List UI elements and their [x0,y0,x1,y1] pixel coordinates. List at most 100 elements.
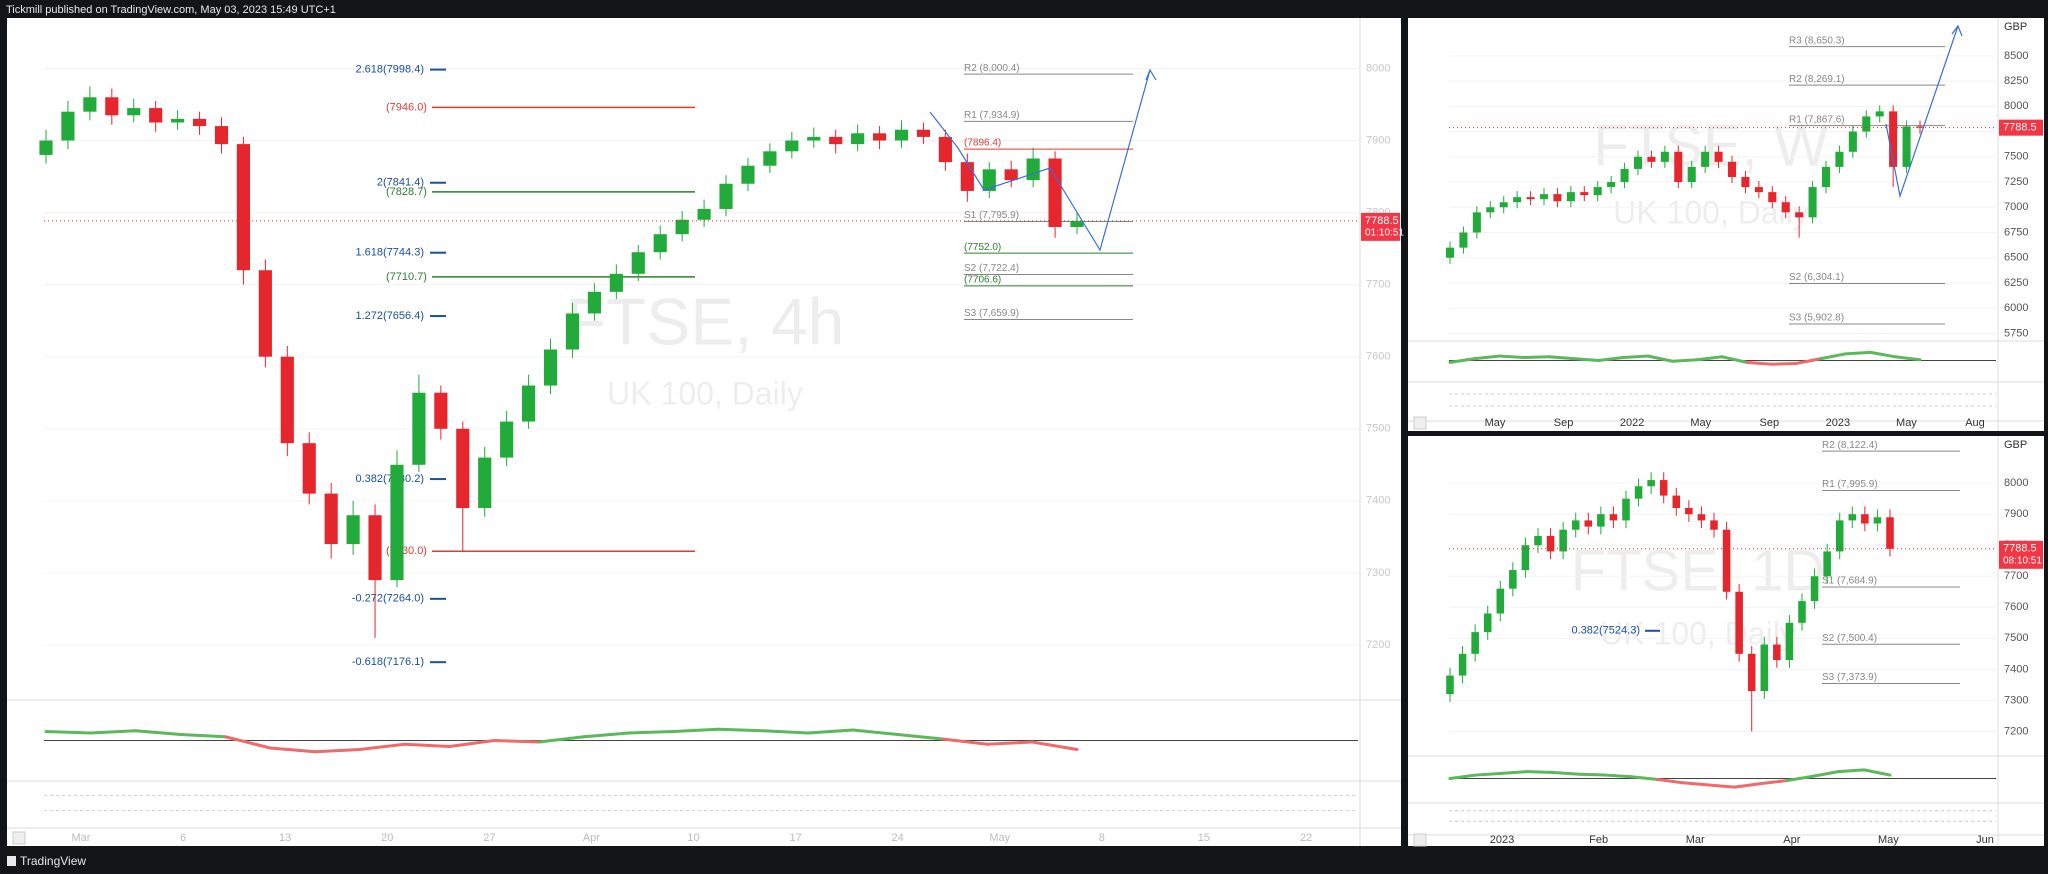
last-price-box [1361,212,1400,241]
chart-panel: FTSE, W UK 100, Daily 5750 6000 6250 6500 6750… [1408,18,2044,431]
rsi-segment [985,740,1034,746]
x-tick-label: 2022 [1620,417,1644,429]
candle-body [1722,529,1731,592]
rsi-segment [1695,355,1724,362]
panel-background [1408,436,2044,846]
candle-body [587,291,601,314]
rsi-segment [1526,770,1556,774]
pivot-label: S2 (7,722.4) [964,263,1019,274]
pivot-label: R1 (7,995.9) [1822,479,1878,490]
candle-body [631,252,645,274]
pivot-label: (7896.4) [964,138,1001,149]
candle-body [1593,187,1602,196]
countdown-label: 08:10:51 [2003,555,2042,566]
candle-body [1553,194,1562,202]
rsi-segment [1030,740,1079,751]
y-tick-label: 8250 [2004,75,2028,87]
rsi-segment [223,735,272,750]
candle-body [1566,192,1575,202]
x-tick-label: Sep [1759,417,1779,429]
panels: FTSE, 4h UK 100, Daily 7200 7300 7400 7500 760… [7,18,2044,847]
rsi-segment [1810,770,1840,778]
candle-body [302,443,316,494]
candle-body [719,183,733,209]
candle-body [894,129,909,141]
x-tick-label: Aug [1965,417,1985,429]
candle-body [1697,514,1706,521]
pivot-label: (7706.6) [964,275,1001,286]
rsi-segment [1759,779,1788,786]
rsi-segment [1646,354,1675,363]
candle-body [171,118,185,123]
rsi-segment [447,739,496,748]
candle-body [1580,192,1589,196]
pivot-label: R2 (8,269.1) [1789,74,1845,85]
watermark-subtitle: UK 100, Daily [607,375,803,411]
rsi-segment [1893,355,1922,362]
candle-body [1781,202,1790,213]
x-tick-label: May [1485,417,1506,429]
candle-body [1915,126,1925,128]
currency-label: GBP [2004,21,2027,33]
y-tick-label: 6500 [2004,252,2028,264]
y-tick-label: 8000 [2004,100,2028,112]
candle-body [1539,194,1549,200]
candle-body [1609,514,1618,521]
candle-body [258,270,272,357]
rsi-segment [1720,355,1749,364]
publish-info: Tickmill published on TradingView.com, M… [6,4,336,16]
y-tick-label: 7600 [1366,351,1390,363]
candle-body [1810,576,1819,602]
scale-button [1413,833,1427,847]
y-tick-label: 7250 [2004,176,2028,188]
y-tick-label: 7400 [1366,495,1390,507]
candle-body [1486,207,1495,213]
candle-body [1795,212,1804,218]
pivot-label: S1 (7,684.9) [1822,576,1877,587]
candle-body [1647,480,1655,487]
rsi-segment [1862,768,1892,777]
candle-body [1571,520,1580,530]
pivot-label: R2 (8,000.4) [964,63,1020,74]
y-tick-label: 7500 [1366,423,1390,435]
countdown-label: 01:10:51 [1365,227,1404,238]
candle-body [1633,156,1643,169]
x-tick-label: May [1896,417,1917,429]
candle-body [675,219,689,235]
rsi-segment [44,730,93,735]
candle-body [1862,116,1871,132]
rsi-segment [716,727,765,733]
rsi-segment [1473,354,1501,361]
y-tick-label: 7900 [2004,508,2028,520]
candle-body [1835,151,1844,167]
x-tick-label: Jun [1976,834,1994,846]
candle-body [456,428,470,509]
candle-body [1496,588,1505,614]
y-tick-label: 7300 [1366,567,1390,579]
rsi-segment [1681,781,1711,787]
candle-body [1634,486,1643,499]
candle-body [1754,187,1763,193]
candle-body [1471,632,1479,654]
rsi-segment [1707,783,1737,789]
rsi-segment [627,730,676,735]
rsi-segment [1497,354,1526,360]
candle-body [1823,551,1831,577]
last-price-box [1999,540,2043,569]
candle-body [872,133,887,141]
candle-body [565,313,580,350]
candle-body [1902,126,1911,167]
x-tick-label: 8 [1099,832,1105,844]
candle-body [1798,601,1806,623]
candle-body [1070,220,1084,227]
candle-body [1835,520,1844,552]
rsi-segment [1522,355,1551,360]
candle-body [478,457,492,509]
rsi-segment [178,733,227,739]
rsi-segment [1784,774,1814,783]
candle-body [1647,156,1656,162]
candle-body [543,349,558,386]
y-tick-label: 7200 [1366,639,1390,651]
candle-body [653,234,667,253]
